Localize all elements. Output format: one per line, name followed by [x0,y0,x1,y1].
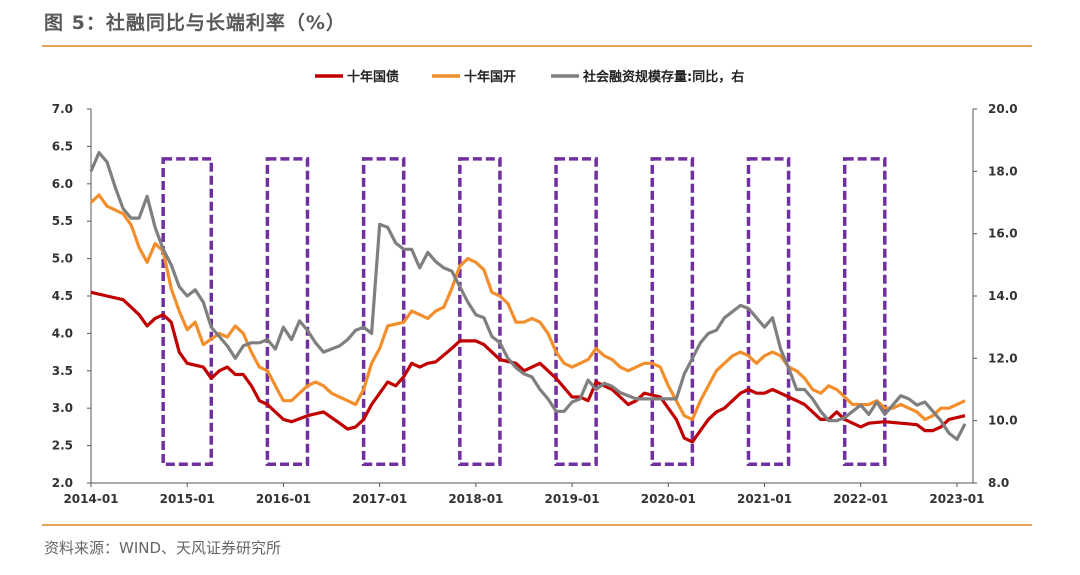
y-left-tick-label: 6.5 [52,139,73,153]
x-tick-label: 2020-01 [641,492,696,506]
y-right-tick-label: 8.0 [988,476,1009,490]
source-divider [42,524,1032,526]
x-tick-label: 2016-01 [256,492,311,506]
y-left-tick-label: 4.0 [52,326,73,340]
highlight-box [161,157,214,467]
series-line-1 [89,193,966,421]
y-left-tick-label: 3.0 [52,401,73,415]
legend-label-1: 十年国开 [464,69,516,85]
y-left-tick-label: 7.0 [52,102,73,116]
y-left-tick-label: 5.5 [52,214,73,228]
x-tick-label: 2022-01 [833,492,888,506]
y-right-tick-label: 12.0 [988,351,1018,365]
series-line-0 [90,290,966,444]
y-right-tick-label: 20.0 [988,102,1018,116]
y-left-tick-label: 6.0 [52,177,73,191]
y-right-tick-label: 14.0 [988,289,1018,303]
highlight-box [361,157,406,467]
y-left-tick-label: 3.5 [52,364,73,378]
x-tick-label: 2015-01 [160,492,215,506]
y-left-tick-label: 2.0 [52,476,73,490]
x-tick-label: 2021-01 [737,492,792,506]
x-tick-label: 2019-01 [545,492,600,506]
highlight-box [746,157,791,467]
legend-label-2: 社会融资规模存量:同比，右 [582,69,744,85]
y-left-tick-label: 5.0 [52,252,73,266]
highlight-box [554,157,598,467]
line-chart: 2.0 2.5 3.0 3.5 4.0 4.5 5.0 5.5 6.0 6.5 7.0 8.0 10.0… [52,69,1018,506]
x-tick-label: 2017-01 [352,492,407,506]
highlight-box [265,157,310,467]
x-tick-label: 2014-01 [63,492,118,506]
y-right-tick-label: 16.0 [988,227,1018,241]
highlight-box [842,157,887,467]
y-left-tick-label: 2.5 [52,439,73,453]
y-left-tick-label: 4.5 [52,289,73,303]
highlight-box [458,157,502,467]
legend-label-0: 十年国债 [347,69,399,85]
series-line-2 [89,151,967,441]
title-divider [42,45,1032,47]
x-tick-label: 2023-01 [929,492,984,506]
y-right-tick-label: 10.0 [988,414,1018,428]
chart-title: 图 5：社融同比与长端利率（%） [44,12,346,34]
x-tick-label: 2018-01 [448,492,503,506]
y-right-tick-label: 18.0 [988,164,1018,178]
source-note: 资料来源：WIND、天风证券研究所 [44,539,282,557]
highlight-box [650,157,695,467]
